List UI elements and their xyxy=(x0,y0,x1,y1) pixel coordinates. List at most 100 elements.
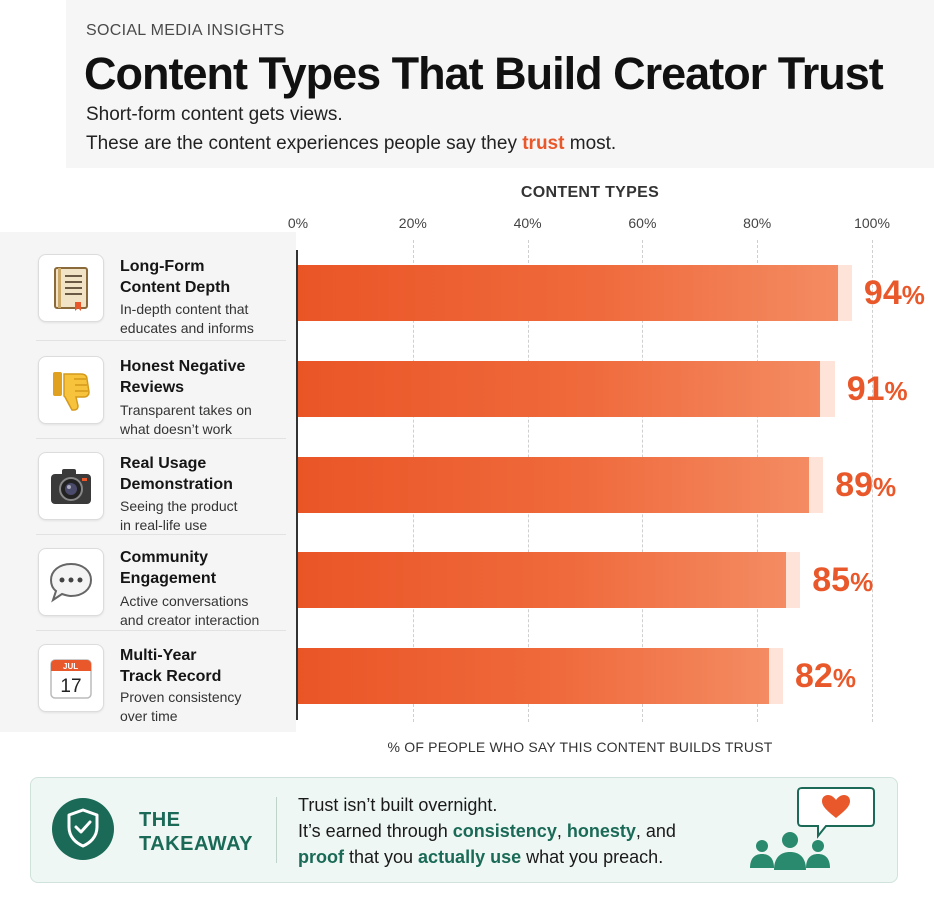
row-title-line: Long-Form xyxy=(120,258,205,275)
row-divider xyxy=(36,534,286,535)
bar-track xyxy=(298,648,784,704)
row-title: Honest Negative Reviews xyxy=(120,356,290,398)
row-desc-line: Transparent takes on xyxy=(120,402,252,418)
bar-value-label: 91% xyxy=(847,361,908,417)
bar-track xyxy=(298,457,824,513)
takeaway-line-1: Trust isn’t built overnight. xyxy=(298,795,498,815)
row-title: Long-Form Content Depth xyxy=(120,256,290,298)
row-description: Seeing the product in real-life use xyxy=(120,497,295,535)
calendar-icon: JUL 17 xyxy=(38,644,104,712)
camera-icon xyxy=(38,452,104,520)
x-tick-label: 60% xyxy=(628,215,657,231)
bar xyxy=(298,552,786,608)
row-title: Community Engagement xyxy=(120,547,290,589)
row-desc-line: Proven consistency xyxy=(120,689,242,705)
row-title: Real Usage Demonstration xyxy=(120,453,290,495)
calendar-day: 17 xyxy=(60,676,81,697)
bar xyxy=(298,361,821,417)
subtitle-text-end: most. xyxy=(564,133,617,154)
thumbs-down-icon xyxy=(38,356,104,424)
bar-value-label: 82% xyxy=(795,648,856,704)
row-title: Multi-Year Track Record xyxy=(120,645,290,687)
row-desc-line: Active conversations xyxy=(120,593,249,609)
calendar-month: JUL xyxy=(63,662,78,671)
percent-symbol: % xyxy=(873,472,897,502)
takeaway-text: It’s earned through xyxy=(298,821,453,841)
row-desc-line: over time xyxy=(120,708,178,724)
takeaway-text: , and xyxy=(635,821,676,841)
bar-track xyxy=(298,265,852,321)
row-description: In-depth content that educates and inform… xyxy=(120,300,295,338)
subtitle-highlight: trust xyxy=(522,133,565,154)
x-tick-label: 100% xyxy=(854,215,890,231)
x-tick-label: 80% xyxy=(743,215,772,231)
y-axis-line xyxy=(296,250,298,720)
row-desc-line: Seeing the product xyxy=(120,498,238,514)
takeaway-highlight: actually use xyxy=(418,847,522,867)
row-desc-line: and creator interaction xyxy=(120,612,260,628)
row-divider xyxy=(36,438,286,439)
kicker: SOCIAL MEDIA INSIGHTS xyxy=(86,22,285,39)
x-axis-label: % OF PEOPLE WHO SAY THIS CONTENT BUILDS … xyxy=(387,739,773,755)
row-divider xyxy=(36,340,286,341)
row-title-line: Community xyxy=(120,549,208,566)
page-title: Content Types That Build Creator Trust xyxy=(84,48,884,99)
takeaway-highlight: proof xyxy=(298,847,344,867)
chart-title: CONTENT TYPES xyxy=(520,184,660,201)
bar-value: 94 xyxy=(863,274,902,312)
bar-value-label: 89% xyxy=(835,457,896,513)
x-tick-label: 40% xyxy=(513,215,542,231)
x-tick-label: 0% xyxy=(287,215,309,231)
row-description: Transparent takes on what doesn’t work xyxy=(120,401,295,439)
takeaway-line-3: proof that you actually use what you pre… xyxy=(298,847,663,868)
row-description: Proven consistency over time xyxy=(120,688,295,726)
takeaway-panel xyxy=(30,777,898,883)
percent-symbol: % xyxy=(884,376,908,406)
percent-symbol: % xyxy=(850,567,874,597)
subtitle-line-2: These are the content experiences people… xyxy=(86,133,616,155)
row-title-line: Content Depth xyxy=(120,279,231,296)
bar-value: 89 xyxy=(835,466,874,504)
takeaway-text: , xyxy=(556,821,567,841)
x-tick-label: 20% xyxy=(398,215,427,231)
takeaway-text: that you xyxy=(343,847,419,867)
row-desc-line: what doesn’t work xyxy=(120,421,233,437)
row-title-line: Engagement xyxy=(120,570,217,587)
subtitle-line-1: Short-form content gets views. xyxy=(86,104,343,125)
bar-value: 91 xyxy=(846,370,885,408)
takeaway-highlight: consistency xyxy=(452,821,557,841)
shield-check-icon xyxy=(52,796,114,867)
row-divider xyxy=(36,630,286,631)
row-title-line: Real Usage xyxy=(120,455,207,472)
bar-value-label: 94% xyxy=(864,265,925,321)
row-title-line: Honest Negative xyxy=(120,358,246,375)
bar xyxy=(298,457,809,513)
row-description: Active conversations and creator interact… xyxy=(120,592,295,630)
book-icon xyxy=(38,254,104,322)
community-heart-icon xyxy=(746,786,876,881)
bar-track xyxy=(298,361,835,417)
row-title-line: Track Record xyxy=(120,668,222,685)
header-background xyxy=(66,0,934,168)
percent-symbol: % xyxy=(901,280,925,310)
row-title-line: Reviews xyxy=(120,379,185,396)
bar xyxy=(298,265,838,321)
takeaway-label-line: THE xyxy=(139,809,181,831)
row-title-line: Multi-Year xyxy=(120,647,197,664)
speech-bubble-icon xyxy=(38,548,104,616)
takeaway-divider xyxy=(276,797,277,863)
row-desc-line: educates and informs xyxy=(120,320,254,336)
row-desc-line: in real-life use xyxy=(120,517,208,533)
gridline xyxy=(872,240,873,722)
row-desc-line: In-depth content that xyxy=(120,301,249,317)
bar xyxy=(298,648,769,704)
takeaway-line-2: It’s earned through consistency, honesty… xyxy=(298,821,676,842)
bar-track xyxy=(298,552,801,608)
takeaway-text: what you preach. xyxy=(521,847,664,867)
row-title-line: Demonstration xyxy=(120,476,233,493)
subtitle-text: These are the content experiences people… xyxy=(86,133,523,154)
percent-symbol: % xyxy=(832,663,856,693)
bar-value: 82 xyxy=(795,657,833,695)
bar-value: 85 xyxy=(812,561,851,599)
takeaway-label-line: TAKEAWAY xyxy=(139,833,254,855)
